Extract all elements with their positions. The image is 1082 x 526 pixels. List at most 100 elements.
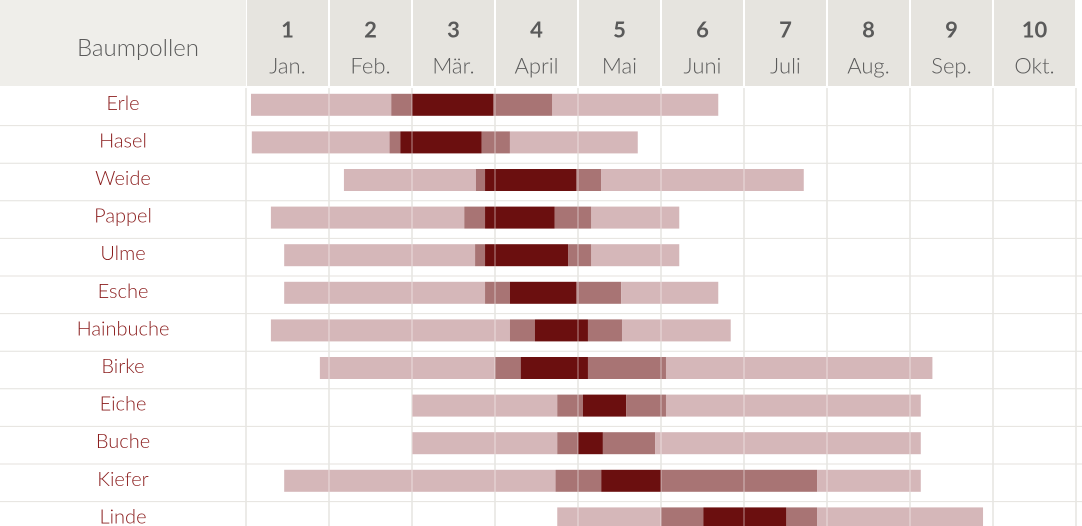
pollen-segment xyxy=(250,93,392,116)
pollen-segment xyxy=(568,244,592,267)
pollen-segment xyxy=(389,131,401,154)
pollen-segment xyxy=(601,469,661,492)
pollen-segment xyxy=(485,281,510,304)
month-header xyxy=(911,0,992,86)
month-name: Feb. xyxy=(350,51,390,78)
pollen-segment xyxy=(520,357,588,379)
pollen-segment xyxy=(626,394,666,417)
pollen-segment xyxy=(703,507,787,526)
month-number: 9 xyxy=(945,16,958,43)
pollen-segment xyxy=(557,432,578,455)
month-name: Okt. xyxy=(1014,51,1054,78)
row-label: Kiefer xyxy=(97,467,148,491)
row-label: Buche xyxy=(96,429,150,453)
pollen-segment xyxy=(621,281,719,304)
month-name: April xyxy=(514,51,558,78)
pollen-segment xyxy=(591,206,680,229)
month-number: 10 xyxy=(1022,16,1048,43)
pollen-segment xyxy=(485,206,555,229)
pollen-segment xyxy=(485,244,569,267)
pollen-segment xyxy=(555,469,602,492)
pollen-segment xyxy=(578,432,603,455)
month-header xyxy=(828,0,909,86)
pollen-segment xyxy=(665,394,921,417)
pollen-segment xyxy=(284,244,476,267)
pollen-segment xyxy=(284,281,486,304)
pollen-segment xyxy=(661,507,704,526)
pollen-segment xyxy=(655,432,921,455)
row-label: Hasel xyxy=(99,128,147,152)
month-number: 4 xyxy=(530,16,543,43)
pollen-segment xyxy=(587,357,666,379)
row-label: Pappel xyxy=(94,204,152,228)
month-header xyxy=(496,0,577,86)
month-header xyxy=(994,0,1075,86)
pollen-segment xyxy=(412,93,494,116)
pollen-segment xyxy=(576,281,622,304)
month-header xyxy=(745,0,826,86)
pollen-segment xyxy=(557,394,583,417)
pollen-segment xyxy=(400,131,482,154)
month-number: 8 xyxy=(862,16,875,43)
pollen-segment xyxy=(509,131,638,154)
month-header xyxy=(662,0,743,86)
pollen-segment xyxy=(601,169,804,191)
row-label: Hainbuche xyxy=(77,316,170,340)
pollen-segment xyxy=(343,169,476,191)
pollen-segment xyxy=(602,432,656,455)
month-name: Aug. xyxy=(847,51,890,78)
pollen-segment xyxy=(557,507,661,526)
month-name: Mär. xyxy=(432,51,474,78)
month-header xyxy=(330,0,411,86)
month-name: Juni xyxy=(684,51,722,78)
month-header xyxy=(247,0,328,86)
month-name: Mai xyxy=(602,51,637,78)
pollen-segment xyxy=(284,469,556,492)
pollen-segment xyxy=(464,206,486,229)
pollen-segment xyxy=(509,281,577,304)
pollen-segment xyxy=(591,244,680,267)
pollen-segment xyxy=(665,357,933,379)
row-label: Birke xyxy=(101,354,144,378)
title-cell xyxy=(0,0,246,86)
pollen-segment xyxy=(582,394,627,417)
pollen-segment xyxy=(475,244,486,267)
row-label: Ulme xyxy=(100,241,145,265)
chart-title: Baumpollen xyxy=(77,33,199,62)
pollen-segment xyxy=(251,131,390,154)
row-label: Erle xyxy=(106,91,139,115)
month-number: 5 xyxy=(613,16,626,43)
pollen-segment xyxy=(621,319,731,342)
row-label: Eiche xyxy=(100,392,147,416)
month-number: 6 xyxy=(696,16,709,43)
pollen-segment xyxy=(412,432,558,455)
pollen-segment xyxy=(319,357,495,379)
month-number: 3 xyxy=(447,16,460,43)
pollen-segment xyxy=(817,507,984,526)
pollen-segment xyxy=(509,319,535,342)
pollen-segment xyxy=(786,507,818,526)
pollen-segment xyxy=(475,169,486,191)
pollen-segment xyxy=(554,206,592,229)
row-label: Weide xyxy=(95,166,151,190)
month-number: 7 xyxy=(779,16,792,43)
pollen-segment xyxy=(493,93,553,116)
pollen-segment xyxy=(576,169,602,191)
month-header xyxy=(413,0,494,86)
pollen-segment xyxy=(552,93,719,116)
pollen-segment xyxy=(817,469,921,492)
row-label: Esche xyxy=(98,279,149,303)
month-number: 1 xyxy=(281,16,294,43)
month-number: 2 xyxy=(364,16,377,43)
month-name: Jan. xyxy=(269,51,306,78)
pollen-segment xyxy=(495,357,521,379)
month-header xyxy=(579,0,660,86)
pollen-segment xyxy=(412,394,558,417)
pollen-segment xyxy=(481,131,510,154)
pollen-segment xyxy=(587,319,622,342)
month-name: Juli xyxy=(770,51,801,78)
pollen-segment xyxy=(534,319,588,342)
pollen-segment xyxy=(270,206,465,229)
pollen-segment xyxy=(661,469,818,492)
